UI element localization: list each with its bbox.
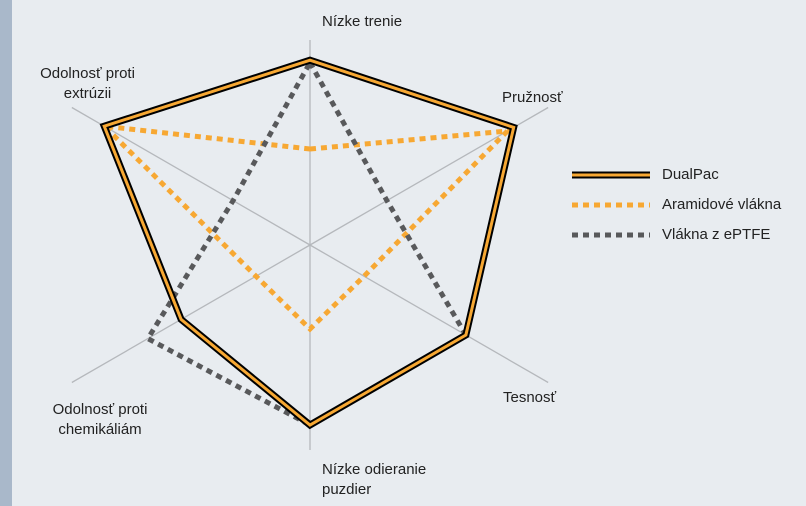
series-outline: [99, 56, 518, 430]
legend-label: Vlákna z ePTFE: [662, 226, 770, 243]
axis-spoke: [309, 244, 549, 384]
series-line: [144, 57, 470, 428]
axis-spoke: [71, 106, 311, 246]
axis-label: Odolnosť proti chemikáliám: [52, 401, 148, 438]
axis-spoke: [71, 244, 311, 384]
axis-label: Pružnosť: [502, 89, 563, 106]
axis-label: Nízke odieranie puzdier: [322, 461, 427, 498]
axis-label: Tesnosť: [503, 389, 557, 406]
series-line: [97, 122, 515, 333]
legend-label: DualPac: [662, 166, 719, 183]
side-strip: [0, 0, 12, 506]
axis-label: Nízke trenie: [322, 13, 403, 30]
series-line: [102, 58, 516, 427]
legend-label: Aramidové vlákna: [662, 196, 782, 213]
axis-label: Odolnosť proti extrúzii: [40, 65, 135, 102]
